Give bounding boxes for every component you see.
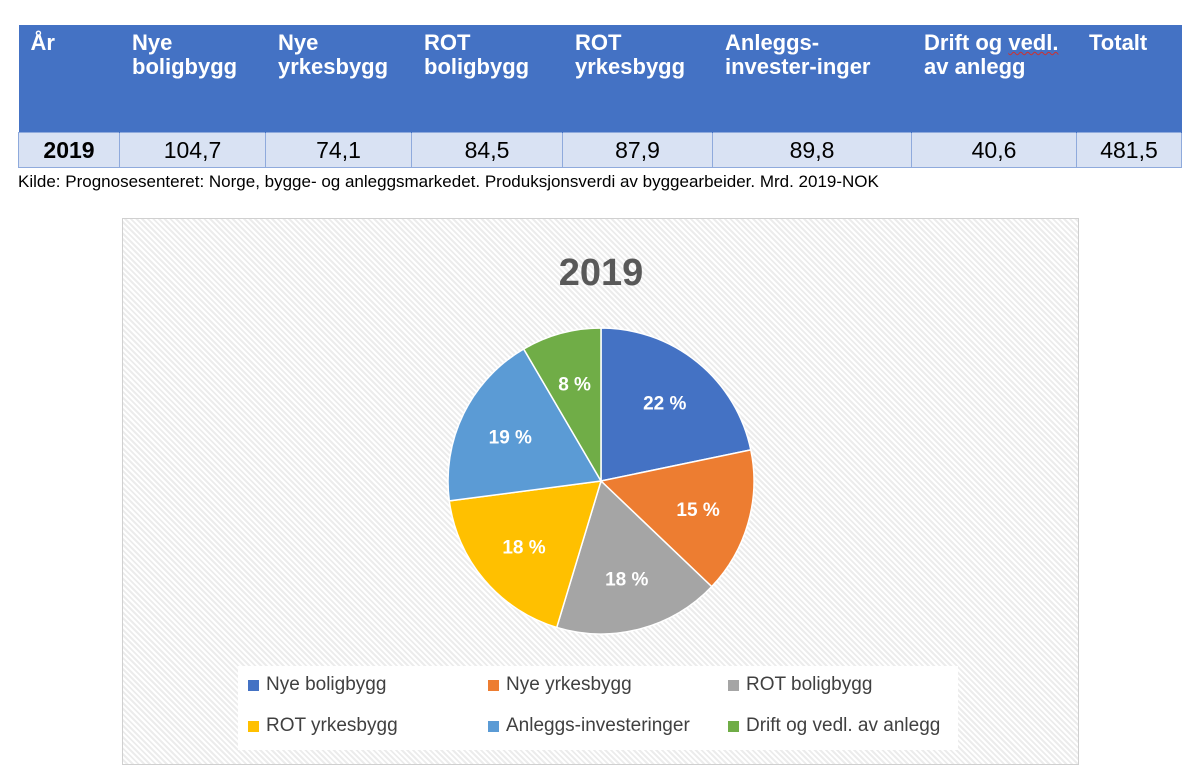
legend-item: ROT boligbygg — [728, 674, 872, 696]
data-table: År Nye boligbygg Nye yrkesbygg ROT bolig… — [18, 25, 1182, 168]
header-anleggsinvesteringer: Anleggs-invester-inger — [712, 25, 912, 133]
cell-rot-yrkesbygg: 87,9 — [562, 132, 713, 168]
spellcheck-word: vedl. — [1008, 30, 1059, 55]
legend-swatch — [488, 720, 499, 732]
pie-slice-rot-yrkesbygg — [448, 480, 603, 629]
cell-anleggsinvesteringer: 89,8 — [712, 132, 912, 168]
legend-label: Nye boligbygg — [266, 674, 387, 695]
pie-slice-label: 15 % — [676, 500, 719, 521]
cell-totalt: 481,5 — [1076, 132, 1182, 168]
chart-legend: Nye boligbygg Nye yrkesbygg ROT boligbygg R… — [238, 666, 958, 750]
legend-label: ROT yrkesbygg — [266, 715, 398, 736]
legend-label: Nye yrkesbygg — [506, 674, 632, 695]
cell-nye-yrkesbygg: 74,1 — [265, 132, 412, 168]
cell-nye-boligbygg: 104,7 — [119, 132, 266, 168]
pie-slice-anleggs-investeringer — [447, 347, 603, 502]
legend-label: Drift og vedl. av anlegg — [746, 715, 941, 736]
legend-swatch — [248, 720, 259, 732]
pie-chart-svg: 2019 22 % 15 % 18 % 18 % 19 % 8 % — [447, 252, 755, 635]
header-drift-og-vedl-text: Drift og vedl. av anlegg — [924, 30, 1059, 80]
pie-slice-nye-yrkesbygg — [599, 448, 755, 588]
cell-year: 2019 — [18, 132, 120, 168]
pie-slice-labels: 22 % 15 % 18 % 18 % 19 % 8 % — [489, 375, 720, 591]
legend-item: Nye boligbygg — [248, 674, 386, 696]
pie-slices — [447, 327, 755, 635]
header-rot-boligbygg: ROT boligbygg — [411, 25, 563, 133]
pie-slice-label: 22 % — [643, 394, 686, 415]
legend-label: ROT boligbygg — [746, 674, 873, 695]
pie-slice-drift-og-vedl-av-anlegg — [522, 327, 602, 484]
data-table-container: År Nye boligbygg Nye yrkesbygg ROT bolig… — [18, 25, 1182, 168]
legend-item: Anleggs-investeringer — [488, 715, 690, 737]
header-nye-boligbygg: Nye boligbygg — [119, 25, 266, 133]
pie-slice-rot-boligbygg — [555, 479, 713, 635]
pie-slice-label: 19 % — [489, 428, 532, 449]
header-nye-yrkesbygg: Nye yrkesbygg — [265, 25, 412, 133]
legend-swatch — [488, 679, 499, 691]
legend-item: ROT yrkesbygg — [248, 715, 398, 737]
cell-drift-og-vedl: 40,6 — [911, 132, 1077, 168]
table-header-row: År Nye boligbygg Nye yrkesbygg ROT bolig… — [18, 25, 1182, 133]
cell-rot-boligbygg: 84,5 — [411, 132, 563, 168]
legend-item: Drift og vedl. av anlegg — [728, 715, 940, 737]
table-row: 2019 104,7 74,1 84,5 87,9 89,8 40,6 481,… — [18, 132, 1182, 168]
header-rot-yrkesbygg: ROT yrkesbygg — [562, 25, 713, 133]
pie-slice-label: 8 % — [558, 375, 591, 396]
legend-swatch — [248, 679, 259, 691]
legend-label: Anleggs-investeringer — [506, 715, 690, 736]
pie-slice-label: 18 % — [502, 537, 545, 558]
pie-slice-nye-boligbygg — [600, 327, 752, 482]
source-note: Kilde: Prognosesenteret: Norge, bygge- o… — [18, 172, 879, 191]
header-drift-og-vedl: Drift og vedl. av anlegg — [911, 25, 1077, 133]
legend-swatch — [728, 720, 739, 732]
legend-item: Nye yrkesbygg — [488, 674, 632, 696]
pie-slice-label: 18 % — [605, 570, 648, 591]
legend-swatch — [728, 679, 739, 691]
pie-chart: 2019 22 % 15 % 18 % 18 % 19 % 8 % Nye boligby… — [122, 218, 1079, 765]
header-totalt: Totalt — [1076, 25, 1182, 133]
header-year: År — [18, 25, 120, 133]
chart-title: 2019 — [559, 252, 644, 294]
